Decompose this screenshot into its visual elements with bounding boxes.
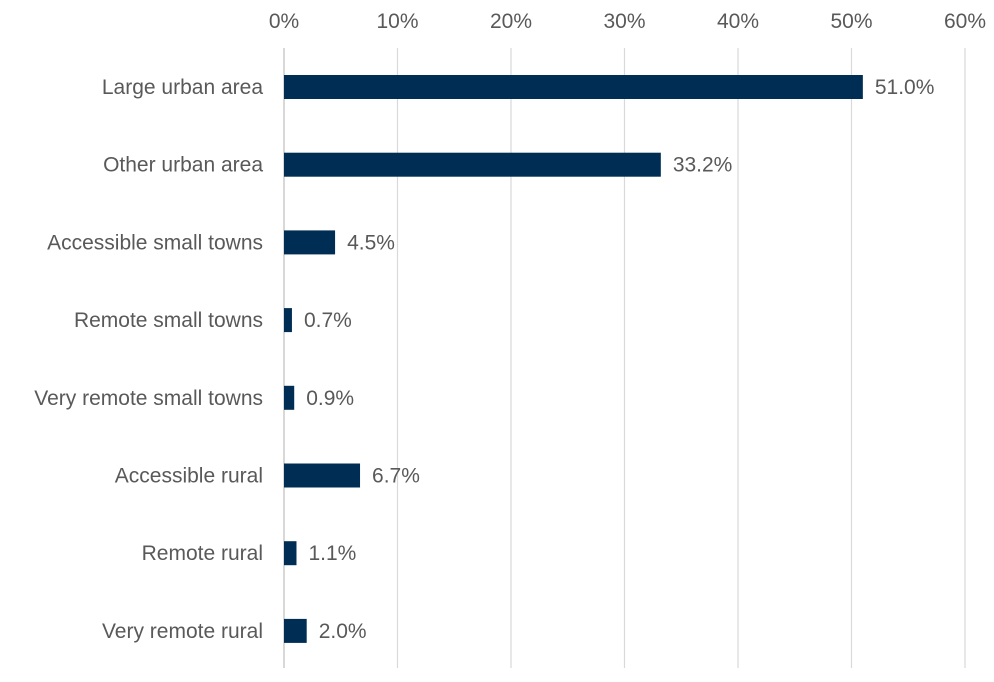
data-label: 0.9%	[306, 387, 354, 410]
data-label: 33.2%	[673, 154, 733, 177]
data-labels: 51.0% 33.2% 4.5% 0.7% 0.9% 6.7% 1.1% 2.0%	[304, 76, 934, 643]
x-tick-label: 20%	[490, 10, 532, 33]
x-tick-label: 0%	[269, 10, 299, 33]
data-label: 0.7%	[304, 309, 352, 332]
x-tick-label: 50%	[830, 10, 872, 33]
x-tick-label: 40%	[717, 10, 759, 33]
bar	[284, 75, 863, 99]
data-label: 2.0%	[319, 620, 367, 643]
category-label: Accessible rural	[115, 465, 263, 488]
data-label: 1.1%	[308, 542, 356, 565]
data-label: 6.7%	[372, 465, 420, 488]
category-label: Remote rural	[142, 542, 263, 565]
bar	[284, 618, 307, 643]
bar	[284, 463, 361, 488]
bar	[284, 230, 336, 255]
data-label: 51.0%	[875, 76, 935, 99]
bars	[284, 75, 863, 643]
category-labels: Large urban area Other urban area Accessib…	[34, 76, 263, 643]
x-tick-label: 60%	[944, 10, 986, 33]
data-label: 4.5%	[347, 231, 395, 254]
category-label: Remote small towns	[74, 309, 263, 332]
bar	[284, 385, 295, 410]
bar	[284, 308, 292, 333]
category-label: Other urban area	[103, 154, 263, 177]
category-label: Large urban area	[102, 76, 263, 99]
bar	[284, 152, 661, 177]
x-tick-label: 30%	[603, 10, 645, 33]
category-label: Very remote rural	[102, 620, 263, 643]
category-label: Accessible small towns	[47, 231, 263, 254]
x-tick-label: 10%	[376, 10, 418, 33]
x-axis-ticks: 0% 10% 20% 30% 40% 50% 60%	[269, 10, 986, 33]
bar	[284, 541, 297, 566]
gridlines	[283, 48, 966, 668]
category-label: Very remote small towns	[34, 387, 263, 410]
